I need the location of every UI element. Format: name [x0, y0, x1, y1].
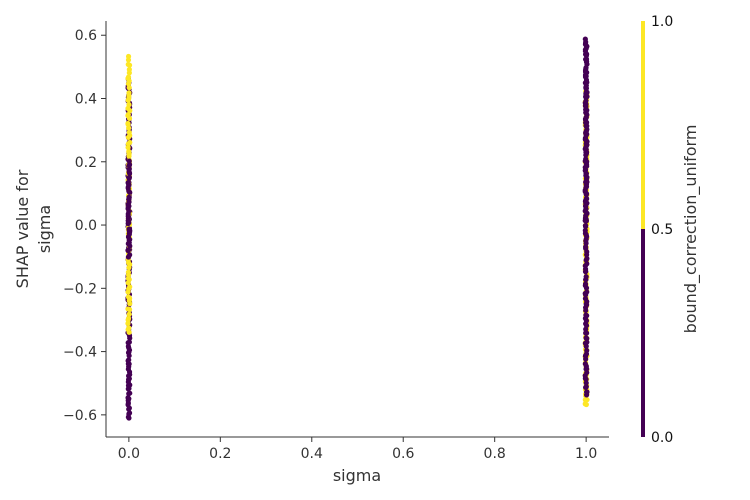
- data-point: [127, 284, 133, 290]
- y-axis-label-line-2: sigma: [35, 205, 54, 253]
- y-tick-label: 0.2: [75, 155, 97, 171]
- data-point: [584, 89, 590, 95]
- data-point: [583, 195, 590, 202]
- y-tick-label: 0.4: [75, 92, 97, 108]
- colorbar-tick-mid: 0.5: [651, 222, 673, 238]
- data-point: [583, 330, 589, 336]
- data-point: [584, 347, 590, 354]
- data-point: [583, 389, 590, 395]
- data-point: [583, 39, 589, 45]
- data-point: [582, 188, 588, 195]
- data-point: [582, 136, 588, 142]
- data-point: [127, 139, 133, 146]
- data-point: [584, 210, 590, 217]
- y-axis-label-line-1: SHAP value for: [13, 169, 32, 288]
- colorbar: 1.0 0.5 0.0 bound_correction_uniform: [641, 14, 701, 446]
- data-point: [125, 306, 131, 312]
- data-point: [126, 339, 132, 345]
- data-point: [583, 65, 589, 71]
- data-point: [126, 90, 132, 96]
- data-point: [584, 339, 590, 345]
- data-point: [125, 53, 132, 60]
- data-point: [126, 311, 132, 317]
- data-point: [125, 111, 131, 118]
- data-point: [126, 158, 132, 164]
- x-tick-label: 0.4: [301, 446, 323, 462]
- data-point: [583, 77, 590, 83]
- colorbar-low-segment: [641, 229, 645, 437]
- data-point: [126, 148, 132, 155]
- data-point: [126, 102, 132, 108]
- data-point: [582, 227, 588, 234]
- data-point: [583, 380, 589, 386]
- data-point: [583, 312, 589, 318]
- x-axis-label: sigma: [333, 466, 381, 485]
- scatter-points: [125, 36, 590, 421]
- data-point: [126, 226, 132, 232]
- data-point: [584, 163, 590, 169]
- data-point: [583, 98, 589, 104]
- data-point: [125, 74, 132, 80]
- data-point: [125, 269, 132, 275]
- data-point: [126, 174, 132, 180]
- colorbar-high-segment: [641, 21, 645, 229]
- data-point: [583, 384, 589, 390]
- data-point: [126, 325, 132, 331]
- data-point: [126, 85, 132, 91]
- data-point: [582, 158, 588, 164]
- y-tick-label: −0.2: [63, 281, 97, 297]
- data-point: [125, 247, 132, 253]
- x-tick-label: 0.8: [484, 446, 506, 462]
- data-point: [582, 168, 588, 174]
- y-axis-label: SHAP value for: [13, 169, 32, 288]
- data-point: [582, 397, 588, 403]
- colorbar-label: bound_correction_uniform: [681, 125, 701, 334]
- data-point: [126, 66, 132, 73]
- y-tick-label: −0.6: [63, 408, 97, 424]
- data-point: [583, 141, 589, 147]
- x-ticks: 0.0 0.2 0.4 0.6 0.8 1.0: [118, 437, 597, 462]
- data-point: [583, 107, 589, 113]
- data-point: [583, 45, 589, 52]
- data-point: [582, 281, 589, 287]
- data-point: [125, 180, 131, 186]
- y-tick-label: −0.4: [63, 345, 97, 361]
- data-point: [583, 144, 589, 151]
- data-point: [583, 201, 589, 207]
- data-point: [583, 401, 589, 408]
- axes: [105, 21, 609, 438]
- data-point: [584, 255, 590, 262]
- y-axis-label-line-2-text: sigma: [35, 205, 54, 253]
- data-point: [584, 335, 590, 342]
- data-point: [583, 274, 589, 280]
- data-point: [126, 357, 132, 363]
- data-point: [125, 120, 131, 127]
- data-point: [582, 361, 588, 367]
- data-point: [125, 61, 131, 68]
- x-tick-label: 1.0: [575, 446, 597, 462]
- x-tick-label: 0.6: [392, 446, 414, 462]
- y-ticks: −0.6 −0.4 −0.2 0.0 0.2 0.4 0.6: [63, 28, 106, 424]
- data-point: [583, 223, 589, 230]
- colorbar-tick-high: 1.0: [651, 14, 673, 30]
- y-tick-label: 0.6: [75, 28, 97, 44]
- data-point: [582, 295, 589, 302]
- colorbar-tick-low: 0.0: [651, 430, 673, 446]
- data-point: [125, 315, 132, 322]
- x-tick-label: 0.2: [209, 446, 231, 462]
- y-tick-label: 0.0: [75, 218, 97, 234]
- data-point: [126, 391, 132, 397]
- data-point: [125, 395, 131, 401]
- data-point: [125, 294, 132, 300]
- data-point: [126, 194, 132, 200]
- data-point: [584, 289, 590, 295]
- x-tick-label: 0.0: [118, 446, 140, 462]
- data-point: [583, 114, 589, 121]
- data-point: [126, 129, 132, 136]
- data-point: [127, 252, 133, 258]
